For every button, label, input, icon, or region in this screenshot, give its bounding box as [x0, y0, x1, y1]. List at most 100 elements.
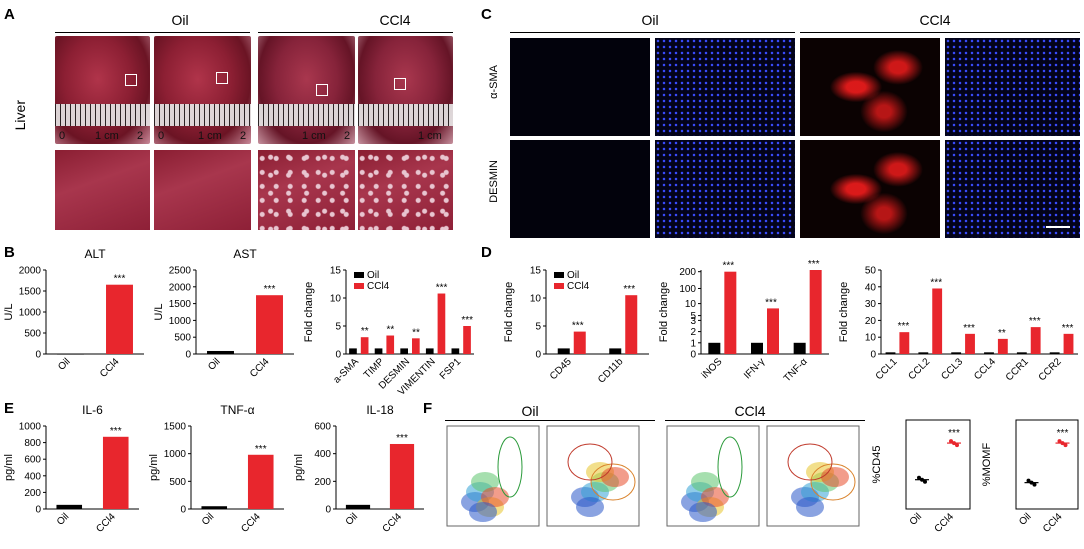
data-point — [1032, 482, 1037, 487]
x-tick-label: iNOS — [700, 356, 725, 381]
bar — [400, 348, 408, 354]
y-axis-label: Fold change — [658, 282, 670, 343]
x-tick-label: CCR2 — [1037, 356, 1064, 383]
significance-label: ** — [412, 327, 420, 338]
significance-label: *** — [808, 259, 820, 270]
significance-label: *** — [461, 315, 473, 326]
y-tick-label: 100 — [679, 284, 696, 295]
y-tick-label: 0 — [335, 350, 341, 361]
significance-label: *** — [436, 283, 448, 294]
group-line — [258, 32, 453, 33]
bar — [767, 308, 779, 354]
bar — [451, 348, 460, 354]
flow-density — [571, 462, 629, 517]
data-point — [1026, 478, 1031, 483]
if-ccl4-asma-dapi — [945, 38, 1080, 136]
gate — [810, 463, 856, 501]
y-tick-label: 10 — [685, 299, 697, 310]
plot-frame — [1015, 419, 1079, 510]
row-label-liver: Liver — [12, 100, 28, 131]
y-tick-label: 200 — [24, 488, 41, 499]
y-tick-label: 20 — [865, 316, 877, 327]
x-tick-label: Oil — [344, 511, 360, 527]
bar — [951, 352, 962, 354]
bar — [965, 333, 975, 354]
bar — [349, 348, 357, 354]
group-label-oil-f: Oil — [521, 403, 539, 419]
legend-swatch — [554, 272, 564, 278]
y-tick-label: 40 — [865, 282, 877, 293]
y-tick-label: 2 — [690, 327, 696, 338]
bar — [932, 288, 943, 354]
legend-swatch — [554, 283, 564, 289]
bar — [1063, 333, 1074, 354]
bar — [724, 271, 737, 354]
x-tick-label: Oil — [908, 511, 924, 527]
bar — [997, 338, 1008, 354]
legend-label: CCl4 — [567, 281, 590, 292]
y-tick-label: 10 — [330, 294, 342, 305]
chart-tnf: 0 500 1000 1500 pg/ml TNF-α Oil *** CCl4 — [148, 403, 284, 535]
y-axis-label: pg/ml — [293, 454, 305, 481]
data-point — [923, 479, 927, 484]
if-ccl4-asma-red — [800, 38, 940, 136]
bar — [1030, 327, 1041, 354]
bar — [345, 504, 371, 509]
significance-label: *** — [396, 433, 408, 444]
density-blob — [691, 472, 719, 492]
y-tick-label: 0 — [535, 350, 541, 361]
x-tick-label: a-SMA — [332, 356, 362, 386]
chart-title: AST — [233, 247, 257, 261]
y-axis-label: %CD45 — [871, 446, 883, 484]
panel-letter-d: D — [481, 244, 492, 261]
liver-zoom-ccl4-2 — [358, 150, 453, 230]
data-point — [1063, 443, 1068, 448]
y-tick-label: 2500 — [169, 266, 192, 277]
panel-letter-a: A — [4, 6, 15, 23]
group-line — [800, 32, 1080, 33]
y-tick-label: 200 — [314, 477, 331, 488]
legend-label: CCl4 — [367, 281, 390, 292]
x-tick-label: CCL4 — [972, 356, 998, 382]
gate — [497, 436, 523, 498]
gate — [717, 436, 743, 498]
if-oil-desmin-red — [510, 140, 650, 238]
bar — [201, 506, 228, 509]
legend-swatch — [354, 272, 364, 278]
data-point — [920, 477, 924, 482]
y-tick-label: 2000 — [19, 266, 42, 277]
significance-label: *** — [114, 274, 126, 285]
y-axis-label: pg/ml — [3, 454, 15, 481]
x-tick-label: CCl4 — [381, 511, 405, 535]
bar — [57, 353, 84, 355]
bar — [106, 284, 133, 354]
bar — [412, 338, 420, 354]
y-tick-label: 0 — [35, 505, 41, 516]
group-line — [55, 32, 250, 33]
liver-zoom-oil-2 — [154, 150, 251, 230]
row-label-asma: α-SMA — [488, 65, 500, 99]
y-tick-label: 50 — [865, 266, 877, 277]
y-tick-label: 5 — [335, 322, 341, 333]
gate — [590, 463, 636, 501]
chart-title: IL-6 — [82, 403, 103, 417]
significance-label: *** — [1062, 323, 1074, 334]
y-tick-label: 800 — [24, 438, 41, 449]
chart-title: TNF-α — [220, 403, 254, 417]
chart-alt: 0 500 1000 1500 2000 U/L ALT Oil *** CCl4 — [3, 247, 144, 380]
x-tick-label: CCl4 — [933, 511, 957, 535]
y-tick-label: 500 — [174, 333, 191, 344]
gate — [787, 443, 833, 481]
y-tick-label: 0 — [35, 350, 41, 361]
group-label-oil-a: Oil — [171, 12, 189, 28]
y-tick-label: 0 — [325, 505, 331, 516]
significance-label: *** — [1029, 316, 1041, 327]
liver-photo-ccl4-2: 1 cm — [358, 36, 453, 144]
bar — [102, 436, 129, 509]
significance-label: *** — [623, 284, 635, 295]
bar — [389, 443, 415, 509]
data-point — [1029, 480, 1034, 485]
y-tick-label: 30 — [865, 299, 877, 310]
